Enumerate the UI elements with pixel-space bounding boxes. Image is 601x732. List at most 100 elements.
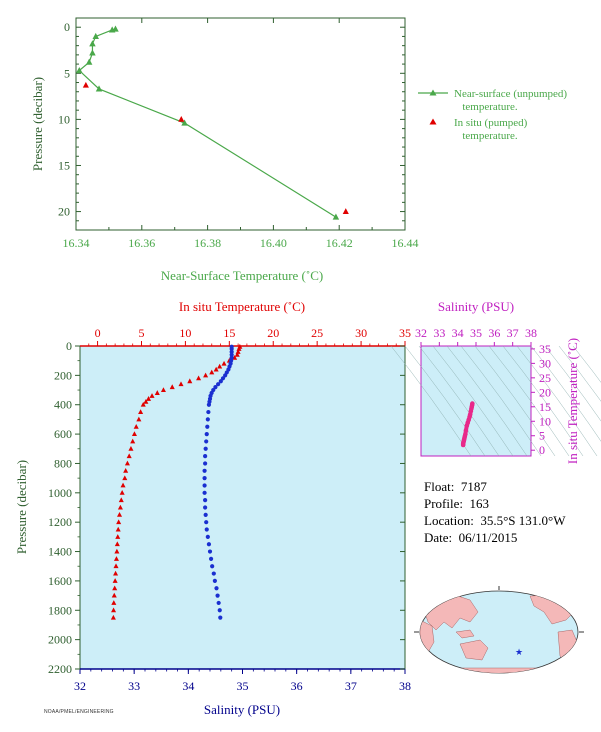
pf-temperature-point (114, 548, 120, 554)
ts-contour-line (432, 345, 514, 457)
pf-temperature-point (120, 482, 126, 488)
ts-contour-line (572, 345, 601, 383)
ns-unpumped-point (95, 85, 103, 92)
ts-ytick-label: 0 (539, 443, 545, 457)
pf-temperature-point (113, 556, 119, 561)
pf-sal-tick-label: 37 (345, 679, 357, 693)
pf-sal-tick-label: 32 (74, 679, 86, 693)
pf-temperature-point (169, 384, 175, 390)
pf-temperature-point (124, 460, 130, 466)
ns-unpumped-point (92, 32, 99, 39)
pf-ytick-label: 1200 (48, 515, 72, 529)
pf-salinity-point (223, 373, 228, 378)
pf-salinity-point (205, 417, 210, 422)
ts-point (467, 412, 473, 417)
ts-contour-line (404, 345, 486, 457)
pf-temperature-point (118, 497, 124, 503)
ns-pumped-point (82, 81, 89, 88)
pf-ytick-label: 1400 (48, 545, 72, 559)
ts-ytick-label: 25 (539, 371, 551, 385)
pf-temperature-point (138, 409, 144, 415)
pf-temperature-point (145, 396, 152, 401)
pf-sal-tick-label: 33 (128, 679, 140, 693)
pf-ytick-label: 1000 (48, 486, 72, 500)
pf-temperature-point (143, 398, 149, 404)
pf-temperature-point (122, 475, 128, 481)
float-id-row: Float: 7187 (424, 478, 565, 495)
pf-salinity-point (218, 379, 223, 384)
location-value: 35.5°S 131.0°W (480, 513, 566, 528)
ts-xtick-label: 32 (415, 326, 427, 340)
ns-unpumped-point (108, 26, 116, 33)
near-surface-ylabel: Pressure (decibar) (30, 77, 45, 171)
pf-temperature-point (178, 381, 184, 387)
pf-sal-tick-label: 36 (291, 679, 303, 693)
ts-xtick-label: 35 (470, 326, 482, 340)
pf-temp-tick-label: 25 (311, 326, 323, 340)
pf-temp-tick-label: 0 (95, 326, 101, 340)
pf-temperature-point (140, 401, 146, 407)
profile-label: Profile: (424, 496, 463, 511)
pf-temperature-point (117, 504, 123, 510)
date-label: Date: (424, 530, 453, 545)
float-id-label: Float: (424, 479, 455, 494)
ts-ytick-label: 20 (539, 385, 551, 399)
pf-salinity-point (204, 431, 209, 437)
ns-xtick-label: 16.38 (194, 236, 221, 250)
ts-xtick-label: 34 (452, 326, 464, 340)
profile-value: 163 (469, 496, 490, 511)
pf-temperature-point (196, 375, 202, 381)
pf-salinity-point (205, 534, 210, 539)
location-map: ★ (414, 586, 584, 674)
profile-row: Profile: 163 (424, 495, 565, 512)
pf-temperature-point (111, 600, 117, 605)
ns-ytick-label: 5 (64, 66, 70, 80)
ns-unpumped-point (332, 213, 340, 220)
pf-temperature-point (209, 369, 215, 375)
ts-contour-line (558, 345, 601, 402)
float-id-value: 7187 (460, 479, 487, 494)
pf-salinity-point (213, 385, 218, 390)
ns-xtick-label: 16.40 (260, 236, 287, 250)
map-indonesia (455, 629, 475, 639)
ns-unpumped-line (78, 28, 337, 218)
profile-top-xlabel: In situ Temperature (˚C) (179, 299, 305, 314)
pf-temperature-point (149, 393, 155, 398)
pf-salinity-point (202, 468, 207, 473)
pf-temperature-point (111, 607, 117, 613)
pf-temperature-point (123, 467, 129, 473)
pf-ytick-label: 1600 (48, 574, 72, 588)
ts-plot-frame (420, 345, 532, 457)
ts-contour-line (446, 345, 528, 457)
profile-ticks: 0 5 10 15 20 25 30 35 32 33 34 35 36 37 38 0 200 400 600 80… (48, 326, 411, 693)
pf-temperature-point (130, 438, 136, 444)
pf-salinity-point (218, 615, 223, 620)
pf-temperature-point (115, 526, 121, 532)
pf-sal-tick-label: 38 (399, 679, 411, 693)
pf-temperature-point (187, 378, 193, 384)
pf-salinity-point (203, 498, 208, 503)
pf-ytick-label: 200 (54, 368, 72, 382)
pf-salinity-point (216, 600, 221, 606)
pf-salinity-point (202, 490, 207, 495)
pf-salinity-point (208, 556, 214, 561)
pf-salinity-point (206, 402, 212, 407)
ts-contour-line (502, 345, 584, 457)
legend-unpumped-label-1: Near-surface (unpumped) (454, 88, 567, 100)
pf-temperature-point (136, 416, 142, 422)
pf-salinity-point (217, 608, 222, 613)
ns-xtick-label: 16.42 (326, 236, 353, 250)
ts-point (463, 431, 468, 437)
near-surface-legend: Near-surface (unpumped) temperature. In … (418, 88, 567, 142)
ts-ytick-label: 10 (539, 414, 551, 428)
pf-salinity-point (207, 549, 213, 554)
ts-title: Salinity (PSU) (438, 299, 514, 314)
pf-temperature-point (213, 366, 219, 372)
ns-unpumped-point (76, 66, 83, 74)
ns-unpumped-point (89, 40, 96, 47)
profile-ylabel: Pressure (decibar) (14, 460, 29, 554)
pf-temperature-point (160, 387, 166, 393)
ts-xtick-label: 37 (507, 326, 519, 340)
pf-ytick-label: 1800 (48, 603, 72, 617)
